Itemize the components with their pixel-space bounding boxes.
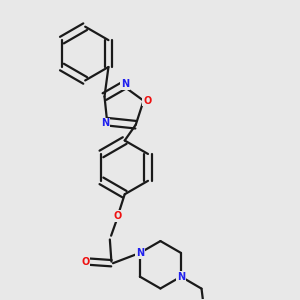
Text: N: N [101, 118, 110, 128]
Text: O: O [114, 211, 122, 221]
Text: O: O [81, 256, 90, 267]
Text: N: N [136, 248, 144, 258]
Text: O: O [143, 96, 152, 106]
Text: N: N [177, 272, 185, 282]
Text: N: N [121, 79, 129, 89]
